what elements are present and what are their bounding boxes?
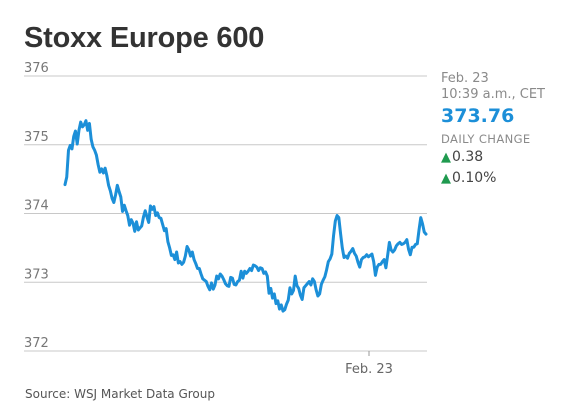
y-axis-tick-labels: 376 375 374 373 372 bbox=[24, 61, 49, 351]
price-line bbox=[63, 119, 428, 313]
last-price: 373.76 bbox=[441, 105, 515, 127]
change-points: 0.38 bbox=[452, 149, 484, 165]
y-tick-label: 374 bbox=[24, 199, 49, 214]
daily-change-label: DAILY CHANGE bbox=[441, 132, 531, 146]
x-axis-ticks: Feb. 23 bbox=[345, 351, 393, 377]
y-tick-label: 373 bbox=[24, 267, 49, 282]
change-percent: 0.10% bbox=[452, 170, 497, 186]
change-points-row: ▲0.38 bbox=[441, 147, 559, 168]
up-arrow-icon: ▲ bbox=[441, 171, 451, 186]
x-tick-label: Feb. 23 bbox=[345, 362, 393, 377]
quote-date: Feb. 23 bbox=[441, 71, 489, 86]
gridlines bbox=[24, 75, 427, 352]
change-percent-row: ▲0.10% bbox=[441, 168, 559, 189]
y-tick-label: 376 bbox=[24, 61, 49, 76]
y-tick-label: 375 bbox=[24, 130, 49, 145]
quote-panel: Feb. 23 10:39 a.m., CET 373.76 DAILY CHA… bbox=[441, 71, 559, 189]
source-note: Source: WSJ Market Data Group bbox=[25, 387, 215, 401]
quote-time: 10:39 a.m., CET bbox=[441, 87, 545, 102]
y-tick-label: 372 bbox=[24, 336, 49, 351]
up-arrow-icon: ▲ bbox=[441, 150, 451, 165]
chart-title: Stoxx Europe 600 bbox=[24, 22, 265, 54]
